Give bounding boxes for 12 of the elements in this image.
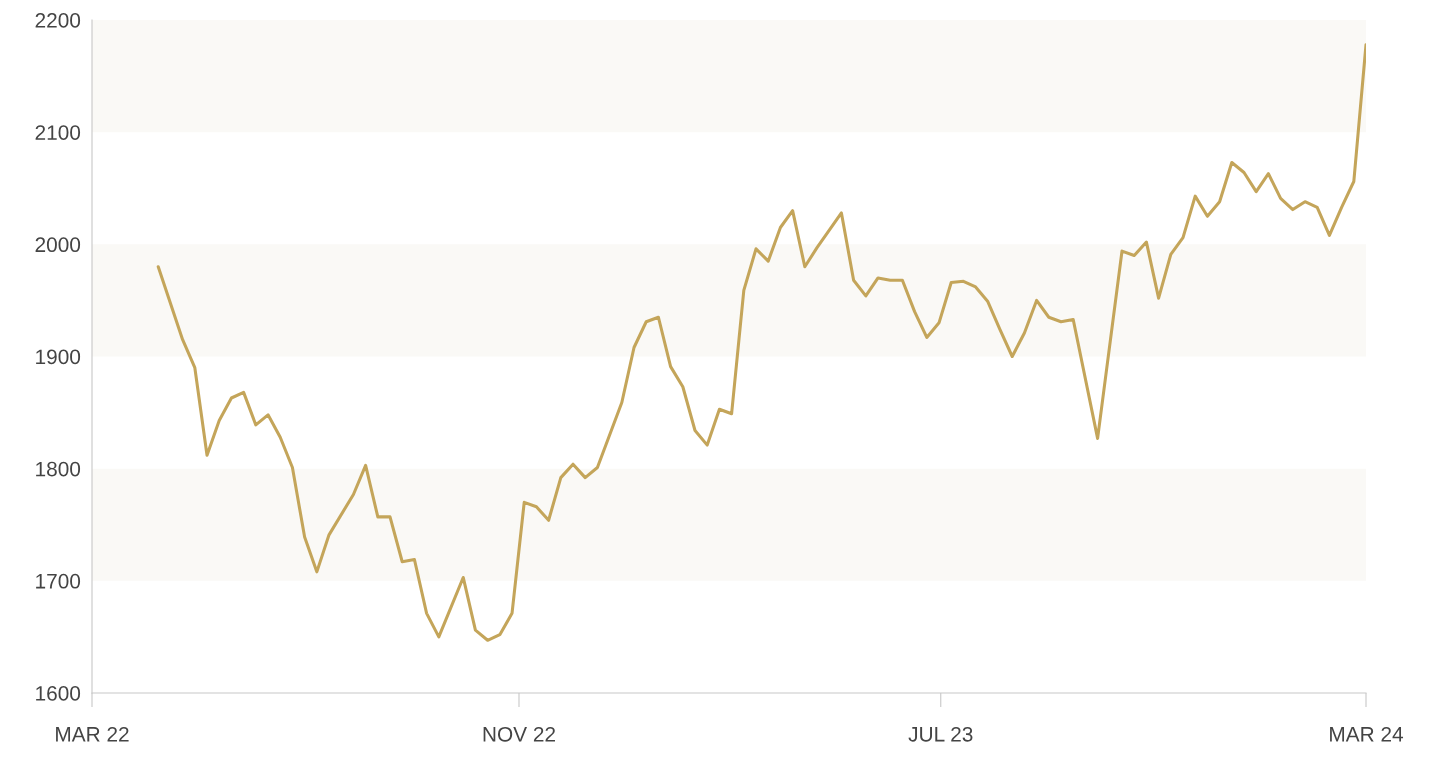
x-tick-label: NOV 22 xyxy=(483,726,555,742)
y-tick-label: 2000 xyxy=(35,237,81,253)
y-tick-label: 1900 xyxy=(36,349,81,365)
y-tick-label: 1800 xyxy=(36,461,81,477)
y-tick-label: 2200 xyxy=(35,13,81,28)
x-tick-label: MAR 22 xyxy=(56,726,129,742)
x-tick-label: MAR 24 xyxy=(1330,726,1404,742)
y-tick-label: 1700 xyxy=(36,573,81,589)
x-tick-label: JUL 23 xyxy=(908,726,973,742)
y-tick-label: 2100 xyxy=(35,125,81,140)
line-series xyxy=(156,43,1366,642)
y-tick-label: 1600 xyxy=(36,686,81,701)
